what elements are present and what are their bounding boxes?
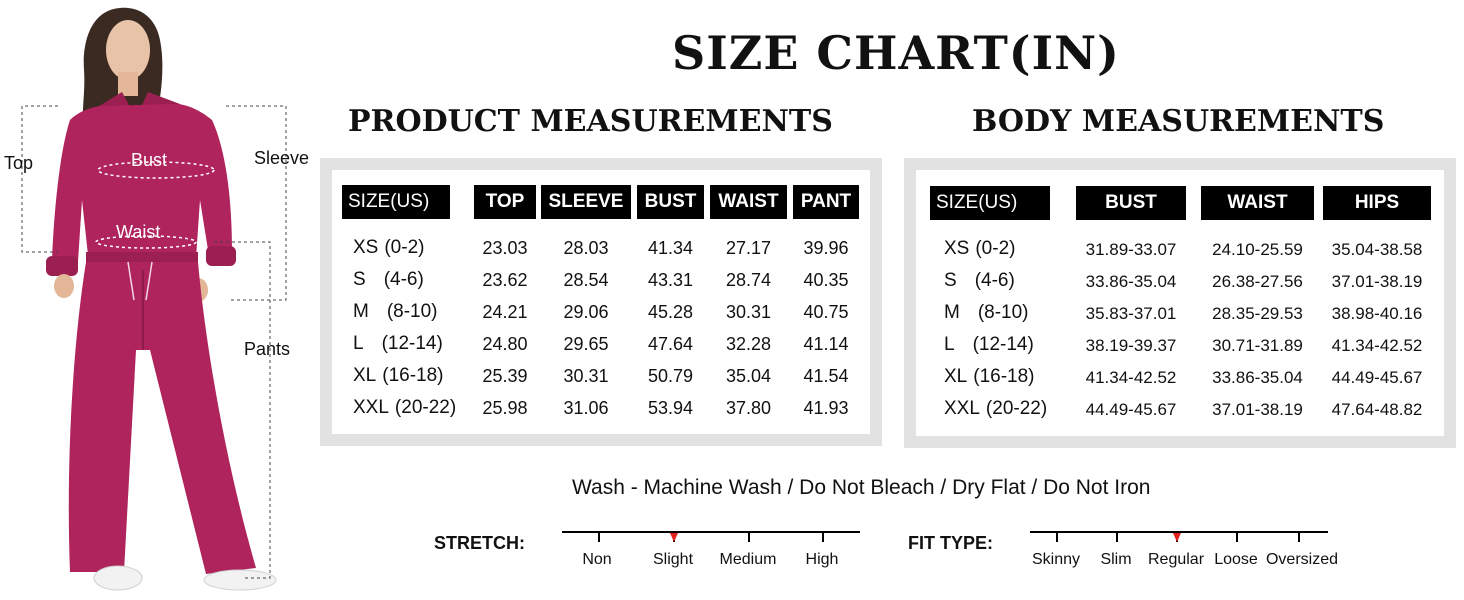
fit-option-slim: Slim [1100,551,1132,568]
product-title: PRODUCT MEASUREMENTS [348,104,833,139]
stretch-tick [822,532,824,542]
fit-title: FIT TYPE: [908,533,993,553]
fit-tick [1298,532,1300,542]
stretch-option-non: Non [582,551,612,568]
wash-instructions: Wash - Machine Wash / Do Not Bleach / Dr… [572,476,1151,499]
model-figure [21,7,287,591]
page-title: SIZE CHART(IN) [672,26,1120,80]
fit-option-regular: Regular [1147,551,1205,568]
sweatshirt-shape [52,104,232,262]
stretch-selected-marker [670,533,678,542]
fit-tick [1056,532,1058,542]
stretch-scale-line [562,531,860,533]
stretch-option-medium: Medium [719,551,777,568]
fit-scale-line [1030,531,1328,533]
pants-shape [68,262,256,574]
fit-tick [1236,532,1238,542]
fit-selected-marker [1173,533,1181,542]
fit-tick [1116,532,1118,542]
waist-label: Waist [116,222,161,242]
fit-option-oversized: Oversized [1265,551,1339,568]
face-shape [106,20,150,80]
bust-label: Bust [131,150,168,170]
left-shoe [93,565,143,591]
top-label: Top [4,153,34,173]
stretch-title: STRETCH: [434,533,525,553]
sleeve-label: Sleeve [254,148,310,168]
right-shoe [203,569,277,591]
stretch-tick [748,532,750,542]
stretch-option-slight: Slight [652,551,694,568]
stretch-tick [598,532,600,542]
fit-option-skinny: Skinny [1031,551,1081,568]
fit-option-loose: Loose [1214,551,1258,568]
pants-label: Pants [244,339,291,359]
stretch-option-high: High [805,551,839,568]
body-title: BODY MEASUREMENTS [972,104,1385,139]
